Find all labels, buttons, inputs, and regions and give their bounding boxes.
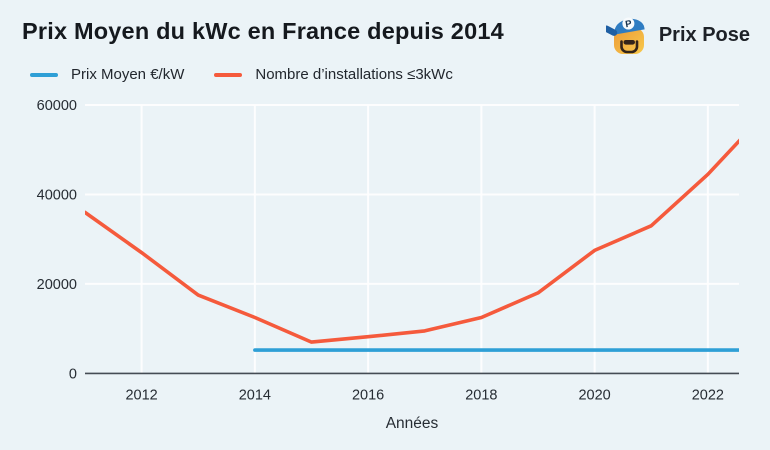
x-tick-label: 2018	[465, 387, 497, 403]
legend-label: Prix Moyen €/kW	[71, 66, 185, 83]
y-tick-label: 0	[69, 366, 77, 382]
x-tick-label: 2016	[352, 387, 384, 403]
page-title: Prix Moyen du kWc en France depuis 2014	[22, 18, 504, 44]
mascot-goatee	[620, 40, 639, 54]
legend-item-1[interactable]: Nombre d’installations ≤3kWc	[214, 66, 453, 83]
legend-label: Nombre d’installations ≤3kWc	[255, 66, 453, 83]
brand-logo[interactable]: P Prix Pose	[605, 11, 750, 59]
legend-swatch-icon	[30, 72, 58, 77]
y-tick-label: 40000	[37, 187, 77, 203]
mascot-mouth	[623, 40, 635, 45]
series-line-1	[85, 138, 739, 344]
mascot-icon: P	[605, 17, 645, 54]
mascot-cap: P	[605, 17, 645, 36]
x-tick-label: 2014	[239, 387, 271, 403]
legend-swatch-icon	[214, 72, 243, 77]
svg-text:P: P	[624, 18, 633, 30]
x-tick-label: 2012	[125, 387, 157, 403]
x-tick-label: 2022	[692, 387, 724, 403]
chart-legend: Prix Moyen €/kW Nombre d’installations ≤3…	[30, 66, 453, 83]
brand-name: Prix Pose	[658, 23, 750, 46]
legend-item-0[interactable]: Prix Moyen €/kW	[30, 66, 184, 83]
x-tick-label: 2020	[578, 387, 610, 403]
x-axis-title: Années	[386, 415, 439, 432]
y-tick-label: 60000	[37, 98, 77, 114]
y-tick-label: 20000	[37, 277, 77, 293]
